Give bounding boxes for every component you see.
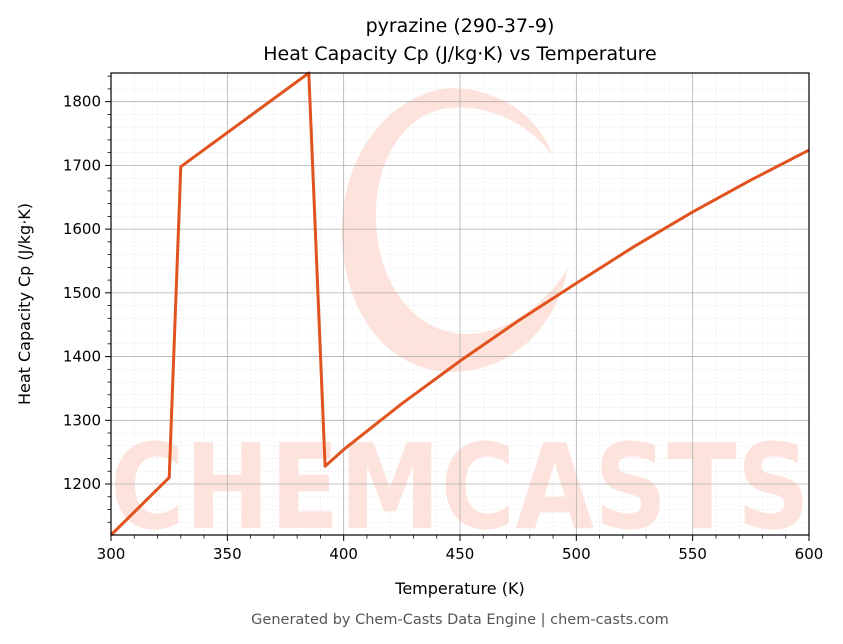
footer-credit: Generated by Chem-Casts Data Engine | ch… (251, 612, 669, 628)
chart-subtitle: Heat Capacity Cp (J/kg·K) vs Temperature (263, 43, 657, 65)
y-axis: 1200 1300 1400 1500 1600 1700 1800 (63, 75, 111, 523)
y-tick-label: 1300 (63, 411, 101, 429)
x-axis: 300 350 400 450 500 550 600 (97, 535, 824, 563)
x-tick-label: 400 (329, 545, 358, 563)
y-tick-label: 1400 (63, 348, 101, 366)
x-tick-label: 500 (562, 545, 591, 563)
x-tick-label: 450 (446, 545, 475, 563)
x-tick-label: 300 (97, 545, 126, 563)
x-tick-label: 550 (678, 545, 707, 563)
y-tick-label: 1700 (63, 156, 101, 174)
y-tick-label: 1800 (63, 93, 101, 111)
x-axis-label: Temperature (K) (394, 579, 524, 598)
x-tick-label: 350 (213, 545, 242, 563)
series-line (109, 71, 810, 537)
series-group (109, 71, 810, 537)
y-tick-label: 1500 (63, 284, 101, 302)
y-axis-label: Heat Capacity Cp (J/kg·K) (15, 203, 34, 405)
major-grid (110, 73, 810, 535)
x-tick-label: 600 (795, 545, 824, 563)
watermark-swirl (341, 88, 568, 372)
y-tick-label: 1600 (63, 220, 101, 238)
chart-title: pyrazine (290-37-9) (366, 15, 555, 37)
y-tick-label: 1200 (63, 475, 101, 493)
